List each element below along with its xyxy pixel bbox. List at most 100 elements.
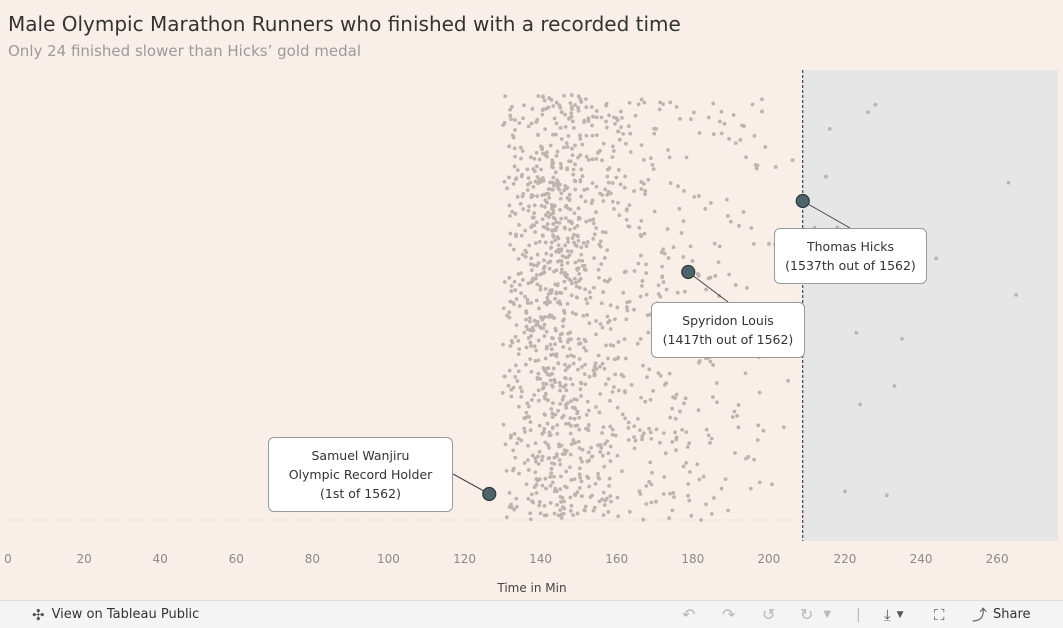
view-on-tableau-link[interactable]: ✣ View on Tableau Public [32, 601, 199, 628]
data-point [563, 216, 568, 221]
data-point [708, 359, 713, 364]
data-point [639, 395, 643, 400]
data-point [542, 503, 547, 508]
data-point [536, 398, 541, 403]
data-point [594, 184, 599, 189]
data-point [532, 203, 537, 208]
data-point [520, 278, 525, 282]
data-point [565, 261, 570, 265]
data-point [569, 293, 574, 298]
data-point [509, 394, 514, 399]
data-point [708, 200, 713, 205]
data-point [568, 376, 573, 381]
data-point [639, 97, 644, 102]
download-button[interactable]: ⤓ ▼ [884, 601, 904, 628]
data-point [561, 394, 566, 399]
data-point [606, 180, 611, 185]
data-point [674, 104, 679, 109]
data-point [619, 469, 624, 474]
data-point [612, 357, 617, 362]
chevron-down-icon: ▼ [823, 609, 832, 620]
data-point [576, 105, 581, 110]
data-point [546, 210, 550, 215]
data-point [599, 301, 604, 306]
data-point [578, 387, 583, 392]
data-point [711, 132, 716, 137]
data-point [624, 207, 629, 211]
data-point [508, 242, 513, 247]
data-point [610, 432, 615, 437]
undo-button[interactable]: ↶ [682, 601, 695, 628]
data-point [612, 385, 616, 389]
data-point [534, 348, 538, 353]
data-point [745, 286, 749, 290]
data-point [582, 188, 587, 192]
data-point [507, 490, 512, 495]
data-point [540, 112, 545, 117]
data-point [607, 318, 612, 323]
share-icon: ⤴ [972, 606, 988, 624]
data-point [518, 145, 523, 150]
data-point [621, 374, 626, 379]
data-point [544, 191, 549, 196]
data-point [550, 158, 555, 163]
revert-icon: ↺ [762, 605, 776, 624]
data-point [529, 280, 534, 285]
data-point [573, 440, 577, 445]
data-point [573, 406, 578, 411]
data-point [519, 438, 524, 443]
data-point [568, 509, 573, 513]
data-point [550, 371, 555, 376]
data-point [528, 517, 533, 522]
redo-button[interactable]: ↷ [722, 601, 735, 628]
data-point [674, 437, 679, 442]
revert-button[interactable]: ↺ [762, 601, 775, 628]
callout-samuel-wanjiru: Samuel Wanjiru Olympic Record Holder (1s… [268, 437, 453, 512]
data-point [668, 415, 673, 420]
data-point [554, 153, 559, 158]
data-point [659, 250, 664, 255]
data-point [733, 451, 737, 455]
data-point [569, 279, 574, 283]
data-point [757, 480, 762, 485]
data-point [647, 426, 651, 431]
data-point [526, 124, 531, 129]
data-point [519, 156, 523, 161]
data-point [517, 121, 522, 125]
data-point [528, 511, 533, 516]
data-point [558, 508, 563, 513]
data-point [558, 383, 563, 388]
data-point [526, 458, 530, 462]
data-point [615, 356, 620, 361]
share-label: Share [993, 607, 1031, 622]
share-button[interactable]: ⤴ Share [972, 601, 1031, 628]
data-point [639, 187, 644, 191]
callout-line: (1537th out of 1562) [785, 258, 916, 273]
data-point [524, 482, 529, 487]
data-point [511, 385, 516, 390]
data-point [579, 494, 584, 499]
data-point [585, 313, 590, 317]
data-point [527, 204, 531, 209]
data-point [551, 165, 555, 170]
refresh-button[interactable]: ↻ ▼ [800, 601, 831, 628]
data-point [543, 369, 548, 374]
data-point [570, 382, 575, 387]
data-point [790, 158, 795, 163]
data-point [548, 342, 553, 347]
data-point [577, 486, 582, 490]
data-point [569, 93, 574, 97]
data-point [678, 117, 682, 121]
data-point [573, 242, 578, 247]
data-point [583, 268, 588, 272]
data-point [552, 116, 557, 121]
data-point [723, 477, 728, 482]
data-point [730, 415, 735, 419]
data-point [547, 445, 551, 450]
fullscreen-button[interactable]: ⛶ [934, 601, 945, 628]
data-point [670, 508, 675, 513]
data-point [650, 470, 654, 475]
data-point [572, 397, 577, 402]
data-point [516, 404, 521, 409]
data-point [603, 498, 608, 503]
